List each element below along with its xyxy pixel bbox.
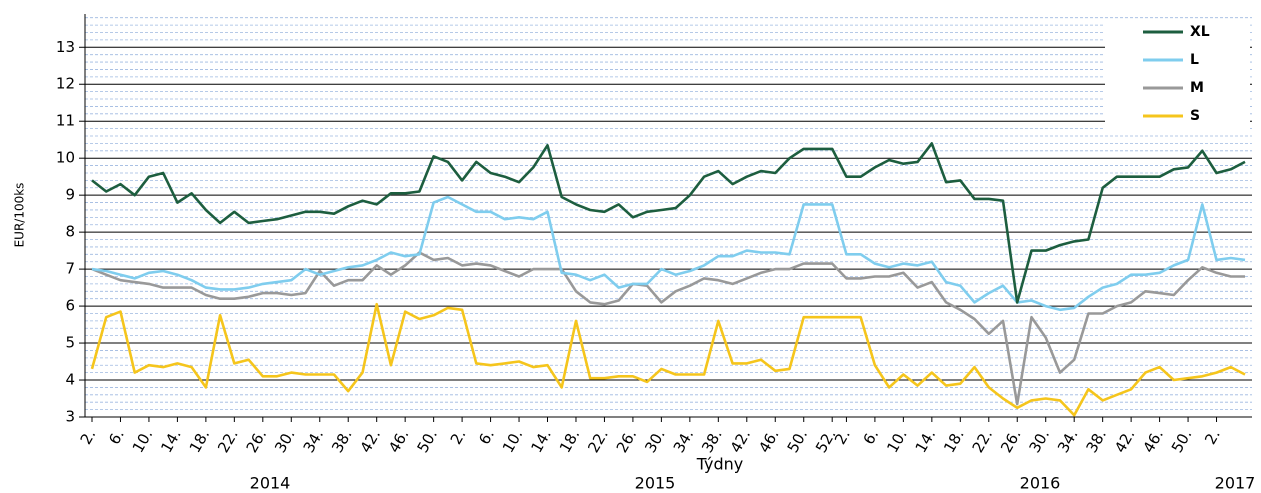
x-tick-label: 6. [860, 426, 883, 447]
x-tick-label: 38. [1082, 426, 1110, 456]
x-tick-label: 34. [300, 426, 328, 456]
series-line [91, 251, 1245, 406]
legend-box [1105, 20, 1250, 130]
x-tick-label: 14. [157, 426, 185, 456]
y-tick-label: 9 [65, 186, 75, 204]
x-tick-label: 18. [186, 426, 214, 456]
x-tick-label: 42. [1111, 426, 1139, 456]
legend-label: L [1190, 52, 1199, 68]
x-tick-label: 34. [1054, 426, 1082, 456]
x-tick-label: 10. [883, 426, 911, 456]
legend-label: XL [1190, 24, 1210, 40]
y-tick-label: 11 [56, 112, 75, 130]
x-tick-label: 26. [613, 426, 641, 456]
x-tick-label: 50. [1168, 426, 1196, 456]
x-tick-label: 46. [385, 426, 413, 456]
x-tick-label: 38. [698, 426, 726, 456]
x-tick-label: 26. [997, 426, 1025, 456]
x-tick-label: 2. [447, 426, 470, 447]
series-line [91, 195, 1246, 312]
x-tick-label: 42. [357, 426, 385, 456]
x-tick-label: 42. [727, 426, 755, 456]
x-tick-label: 18. [556, 426, 584, 456]
x-tick-label: 10. [499, 426, 527, 456]
x-tick-label: 2. [77, 426, 100, 447]
x-tick-label: 50. [784, 426, 812, 456]
x-tick-label: 6. [105, 426, 128, 447]
legend-label: M [1190, 80, 1204, 96]
y-tick-label: 6 [65, 297, 75, 315]
x-tick-label: 14. [527, 426, 555, 456]
year-label: 2014 [250, 474, 291, 493]
y-tick-label: 8 [65, 223, 75, 241]
year-label: 2017 [1215, 474, 1256, 493]
y-tick-label: 3 [65, 408, 75, 426]
year-label: 2016 [1020, 474, 1061, 493]
y-tick-label: 13 [56, 38, 75, 56]
series-line [91, 142, 1246, 304]
x-tick-label: 18. [940, 426, 968, 456]
x-tick-label: 30. [641, 426, 669, 456]
x-tick-label: 50. [413, 426, 441, 456]
y-tick-label: 5 [65, 334, 75, 352]
y-tick-label: 10 [56, 149, 75, 167]
y-tick-label: 12 [56, 75, 75, 93]
x-tick-label: 14. [912, 426, 940, 456]
y-axis-label: EUR/100ks [13, 183, 27, 248]
legend-label: S [1190, 108, 1200, 124]
x-tick-label: 46. [1139, 426, 1167, 456]
x-tick-label: 6. [475, 426, 498, 447]
x-tick-label: 2. [1201, 426, 1224, 447]
x-tick-label: 30. [271, 426, 299, 456]
x-tick-label: 38. [328, 426, 356, 456]
x-axis-label: Týdny [696, 455, 744, 474]
x-tick-label: 22. [969, 426, 997, 456]
x-tick-label: 46. [755, 426, 783, 456]
x-tick-label: 22. [584, 426, 612, 456]
series-line [90, 302, 1246, 417]
x-tick-label: 2. [831, 426, 854, 447]
x-tick-label: 26. [243, 426, 271, 456]
y-tick-label: 4 [65, 371, 75, 389]
x-tick-label: 10. [129, 426, 157, 456]
y-tick-label: 7 [65, 260, 75, 278]
x-tick-label: 30. [1026, 426, 1054, 456]
year-label: 2015 [635, 474, 676, 493]
x-tick-label: 34. [670, 426, 698, 456]
x-tick-label: 22. [214, 426, 242, 456]
